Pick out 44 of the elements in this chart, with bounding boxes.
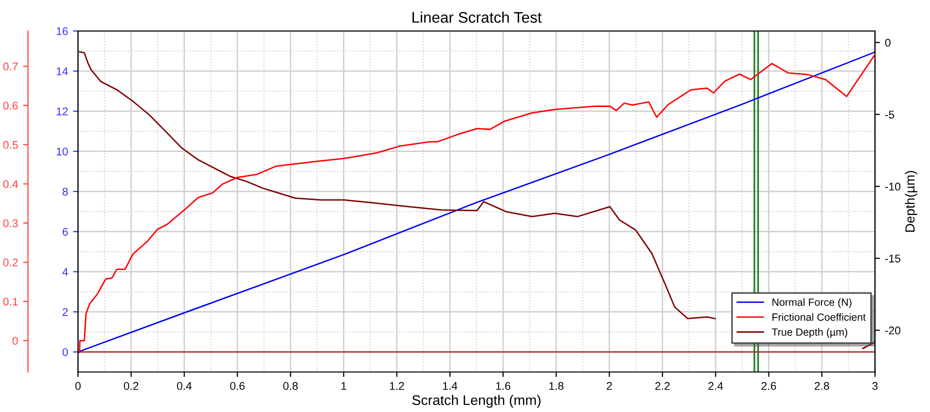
x-tick-label: 2.2 (655, 382, 670, 390)
x-tick-label: 1.2 (390, 382, 404, 390)
y2-tick-label: -10 (885, 182, 900, 191)
y2-tick-label: -5 (885, 110, 894, 119)
x-tick-label: 0.6 (230, 382, 245, 390)
y3-tick-label: 0.2 (3, 258, 18, 266)
x-tick-label: 0 (75, 382, 81, 390)
y3-tick-label: 0 (12, 336, 18, 345)
y-tick-label: 2 (62, 308, 68, 316)
y2-axis-title: Depth(µm) (904, 171, 918, 232)
y2-tick-label: -15 (885, 254, 900, 262)
y-tick-label: 6 (62, 228, 68, 236)
y-tick-label: 12 (56, 108, 68, 116)
legend-label: Frictional Coefficient (772, 313, 866, 321)
x-tick-label: 1 (341, 382, 346, 390)
y2-tick-label: 0 (885, 38, 890, 47)
y3-tick-label: 0.4 (3, 180, 18, 188)
y-tick-label: 16 (56, 27, 68, 36)
x-tick-label: 2 (606, 382, 612, 390)
x-tick-label: 1.8 (549, 382, 564, 390)
y3-tick-label: 0.7 (3, 62, 18, 70)
x-axis-title: Scratch Length (mm) (412, 394, 540, 408)
y-tick-label: 4 (62, 268, 68, 276)
y3-tick-label: 0.3 (3, 219, 18, 228)
y3-tick-label: 0.1 (3, 298, 18, 306)
x-tick-label: 2.8 (814, 382, 830, 390)
y-tick-label: 8 (62, 188, 68, 196)
x-tick-label: 0.2 (124, 382, 138, 390)
legend-label: Normal Force (N) (772, 298, 852, 308)
chart-title: Linear Scratch Test (412, 12, 542, 23)
y3-tick-label: 0.5 (3, 140, 18, 149)
x-tick-label: 1.4 (443, 382, 458, 390)
x-tick-label: 0.8 (283, 382, 298, 390)
x-tick-label: 0.4 (176, 382, 192, 390)
y-tick-label: 10 (56, 148, 68, 156)
x-tick-label: 1.6 (496, 382, 510, 390)
x-tick-label: 3 (872, 382, 878, 390)
legend-label: True Depth (µm) (772, 328, 848, 338)
y-tick-label: 14 (56, 68, 68, 76)
x-tick-label: 2.4 (708, 382, 723, 390)
y2-tick-label: -20 (885, 326, 900, 334)
y3-tick-label: 0.6 (3, 102, 18, 110)
x-tick-label: 2.6 (762, 382, 776, 390)
y-tick-label: 0 (62, 348, 68, 356)
